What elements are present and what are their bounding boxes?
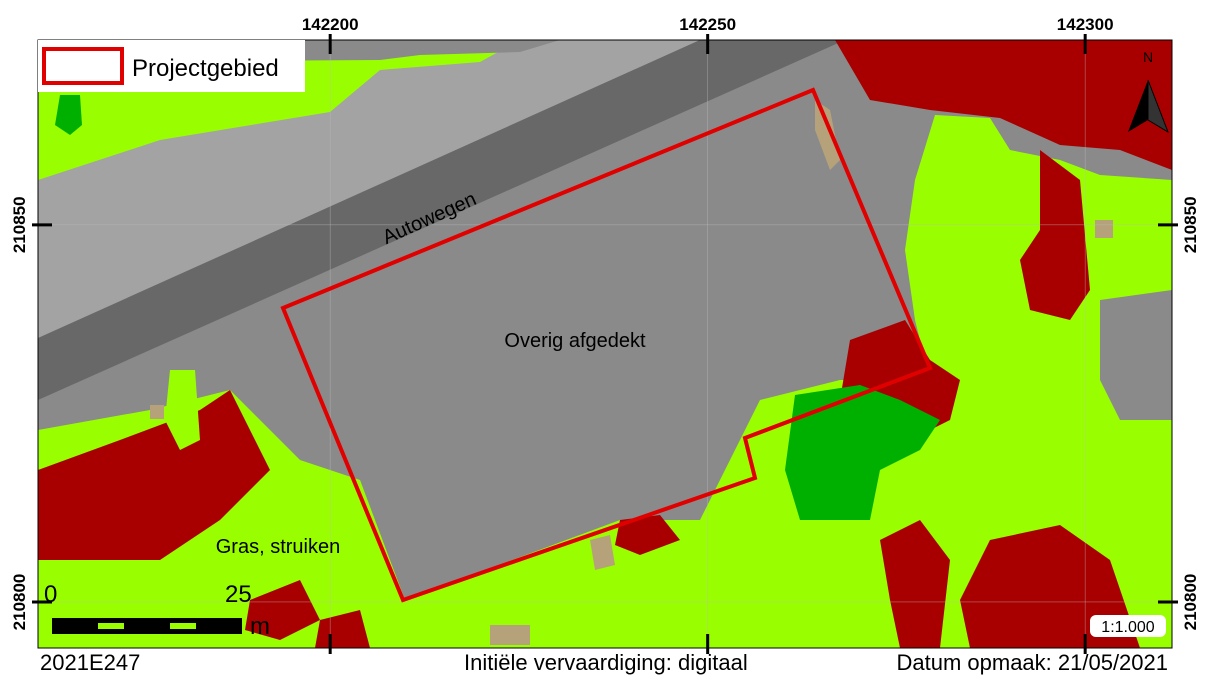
forest (835, 40, 1172, 170)
trees (785, 385, 940, 520)
scale-box (1090, 615, 1166, 637)
x-coordinate-label: 142200 (302, 15, 359, 34)
forest (615, 515, 680, 555)
north-label: N (1143, 49, 1153, 65)
forest (880, 520, 950, 648)
bare-soil (815, 100, 840, 170)
bare-soil (1095, 220, 1113, 238)
footer-code: 2021E247 (40, 650, 140, 675)
y-coordinate-label: 210850 (1181, 196, 1200, 253)
y-coordinate-label: 210800 (1181, 574, 1200, 631)
footer-date: Datum opmaak: 21/05/2021 (896, 650, 1168, 675)
scale-bar-segment (170, 623, 196, 629)
map-label: Overig afgedekt (504, 330, 646, 352)
map-label: Gras, struiken (216, 536, 340, 558)
grid (38, 40, 1172, 648)
north-arrow (1128, 80, 1148, 132)
x-coordinate-label: 142300 (1057, 15, 1114, 34)
map-frame (37, 39, 1173, 649)
forest (245, 580, 320, 640)
scale-start: 0 (44, 581, 57, 608)
x-coordinate-label: 142250 (679, 15, 736, 34)
scale-unit: m (250, 613, 270, 640)
road (38, 40, 845, 400)
trees (55, 95, 82, 135)
y-coordinate-label: 210800 (10, 574, 29, 631)
covered-area (1100, 290, 1172, 420)
scale-ratio: 1:1.000 (1101, 619, 1154, 636)
legend-swatch (42, 47, 124, 85)
bare-soil (590, 535, 615, 570)
scale-bar (52, 618, 242, 634)
bare-soil (490, 625, 530, 645)
forest (1020, 150, 1090, 320)
y-coordinate-label: 210850 (10, 196, 29, 253)
north-arrow (1147, 79, 1169, 134)
forest (38, 390, 270, 560)
legend-label: Projectgebied (132, 55, 279, 82)
bare-soil (150, 405, 164, 419)
footer-origin: Initiële vervaardiging: digitaal (464, 650, 748, 675)
scale-end: 25 (225, 581, 252, 608)
scale-bar-segment (98, 623, 124, 629)
project-area (280, 87, 933, 603)
grass (165, 370, 200, 450)
